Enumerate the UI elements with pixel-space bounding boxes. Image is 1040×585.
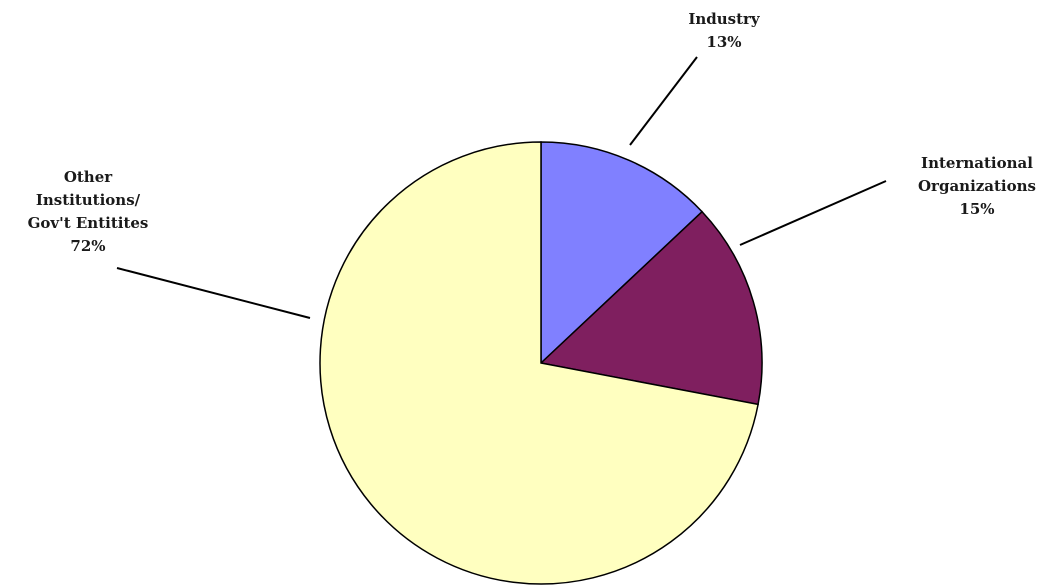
pie-slice-international-organizations [539, 210, 763, 406]
slice-percent-international-organizations: 15% [959, 200, 994, 218]
leader-line-other-institutions-gov-t-entitites [116, 267, 311, 319]
slice-label-line: Other [64, 168, 113, 186]
pie-slice-industry [540, 141, 704, 365]
slice-percent-industry: 13% [706, 33, 741, 51]
pie-slice-other-institutions-gov-t-entitites [319, 141, 759, 585]
slice-label-line: Industry [688, 10, 761, 28]
slice-label-industry: Industry 13% [688, 10, 761, 51]
slice-label-international-organizations: International Organizations 15% [918, 154, 1036, 218]
slice-percent-other-institutions-gov-t-entitites: 72% [70, 237, 105, 255]
slice-label-line: Institutions/ [36, 191, 141, 209]
slice-labels: Industry 13% International Organizations 15%… [28, 10, 1036, 255]
leader-lines [116, 56, 887, 319]
slice-label-line: International [921, 154, 1033, 172]
leader-line-international-organizations [739, 180, 887, 246]
slice-label-line: Organizations [918, 177, 1036, 195]
pie-slices [319, 141, 763, 585]
slice-label-line: Gov't Entitites [28, 214, 149, 232]
leader-line-industry [629, 56, 698, 146]
slice-label-other-institutions-gov-t-entitites: Other Institutions/Gov't Entitites 72% [28, 168, 149, 255]
